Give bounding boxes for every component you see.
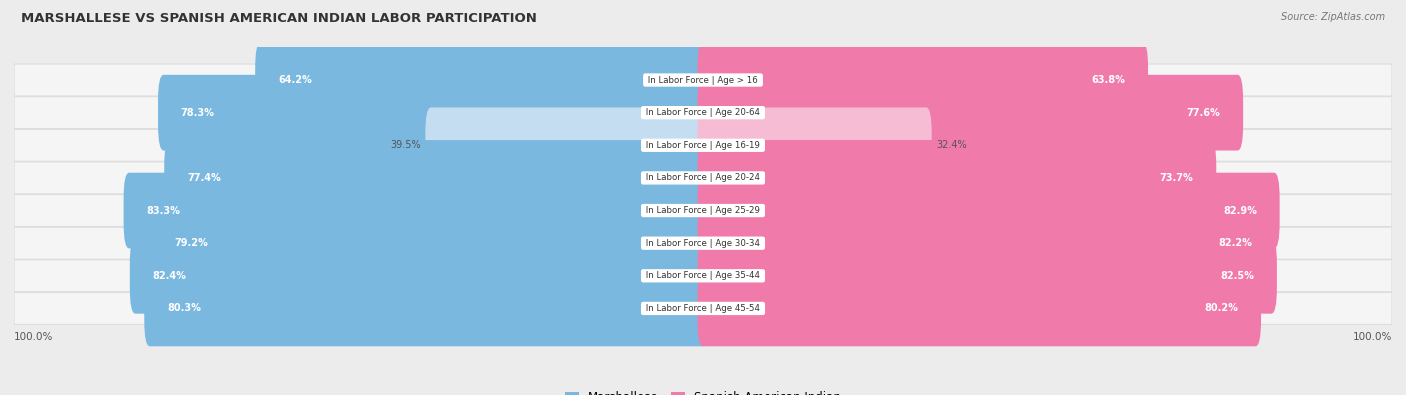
Text: MARSHALLESE VS SPANISH AMERICAN INDIAN LABOR PARTICIPATION: MARSHALLESE VS SPANISH AMERICAN INDIAN L… xyxy=(21,12,537,25)
FancyBboxPatch shape xyxy=(157,75,709,150)
Text: 83.3%: 83.3% xyxy=(146,205,180,216)
FancyBboxPatch shape xyxy=(14,227,1392,259)
Text: 32.4%: 32.4% xyxy=(936,140,967,150)
FancyBboxPatch shape xyxy=(697,238,1277,314)
Text: 64.2%: 64.2% xyxy=(278,75,312,85)
FancyBboxPatch shape xyxy=(14,292,1392,324)
FancyBboxPatch shape xyxy=(14,64,1392,96)
FancyBboxPatch shape xyxy=(254,42,709,118)
Text: In Labor Force | Age 45-54: In Labor Force | Age 45-54 xyxy=(643,304,763,313)
Text: 63.8%: 63.8% xyxy=(1091,75,1125,85)
FancyBboxPatch shape xyxy=(697,271,1261,346)
FancyBboxPatch shape xyxy=(14,129,1392,161)
FancyBboxPatch shape xyxy=(426,107,709,183)
Text: 82.2%: 82.2% xyxy=(1218,238,1253,248)
Text: 82.4%: 82.4% xyxy=(152,271,187,281)
Text: In Labor Force | Age 20-24: In Labor Force | Age 20-24 xyxy=(643,173,763,182)
FancyBboxPatch shape xyxy=(697,42,1149,118)
Text: In Labor Force | Age 20-64: In Labor Force | Age 20-64 xyxy=(643,108,763,117)
Text: 100.0%: 100.0% xyxy=(14,332,53,342)
FancyBboxPatch shape xyxy=(14,97,1392,129)
Text: In Labor Force | Age 16-19: In Labor Force | Age 16-19 xyxy=(643,141,763,150)
FancyBboxPatch shape xyxy=(697,173,1279,248)
FancyBboxPatch shape xyxy=(14,162,1392,194)
Text: 80.3%: 80.3% xyxy=(167,303,201,314)
Text: 73.7%: 73.7% xyxy=(1160,173,1194,183)
Text: 80.2%: 80.2% xyxy=(1205,303,1239,314)
FancyBboxPatch shape xyxy=(697,107,932,183)
FancyBboxPatch shape xyxy=(14,195,1392,227)
Text: 82.5%: 82.5% xyxy=(1220,271,1254,281)
Legend: Marshallese, Spanish American Indian: Marshallese, Spanish American Indian xyxy=(561,387,845,395)
FancyBboxPatch shape xyxy=(165,140,709,216)
Text: 79.2%: 79.2% xyxy=(174,238,208,248)
FancyBboxPatch shape xyxy=(697,75,1243,150)
Text: 39.5%: 39.5% xyxy=(389,140,420,150)
FancyBboxPatch shape xyxy=(697,205,1275,281)
FancyBboxPatch shape xyxy=(129,238,709,314)
Text: In Labor Force | Age 30-34: In Labor Force | Age 30-34 xyxy=(643,239,763,248)
FancyBboxPatch shape xyxy=(124,173,709,248)
Text: In Labor Force | Age 25-29: In Labor Force | Age 25-29 xyxy=(643,206,763,215)
FancyBboxPatch shape xyxy=(152,205,709,281)
FancyBboxPatch shape xyxy=(14,260,1392,292)
Text: 82.9%: 82.9% xyxy=(1223,205,1257,216)
Text: 78.3%: 78.3% xyxy=(181,108,215,118)
Text: 100.0%: 100.0% xyxy=(1353,332,1392,342)
Text: In Labor Force | Age > 16: In Labor Force | Age > 16 xyxy=(645,75,761,85)
FancyBboxPatch shape xyxy=(145,271,709,346)
Text: 77.6%: 77.6% xyxy=(1187,108,1220,118)
Text: Source: ZipAtlas.com: Source: ZipAtlas.com xyxy=(1281,12,1385,22)
Text: 77.4%: 77.4% xyxy=(187,173,221,183)
FancyBboxPatch shape xyxy=(697,140,1216,216)
Text: In Labor Force | Age 35-44: In Labor Force | Age 35-44 xyxy=(643,271,763,280)
